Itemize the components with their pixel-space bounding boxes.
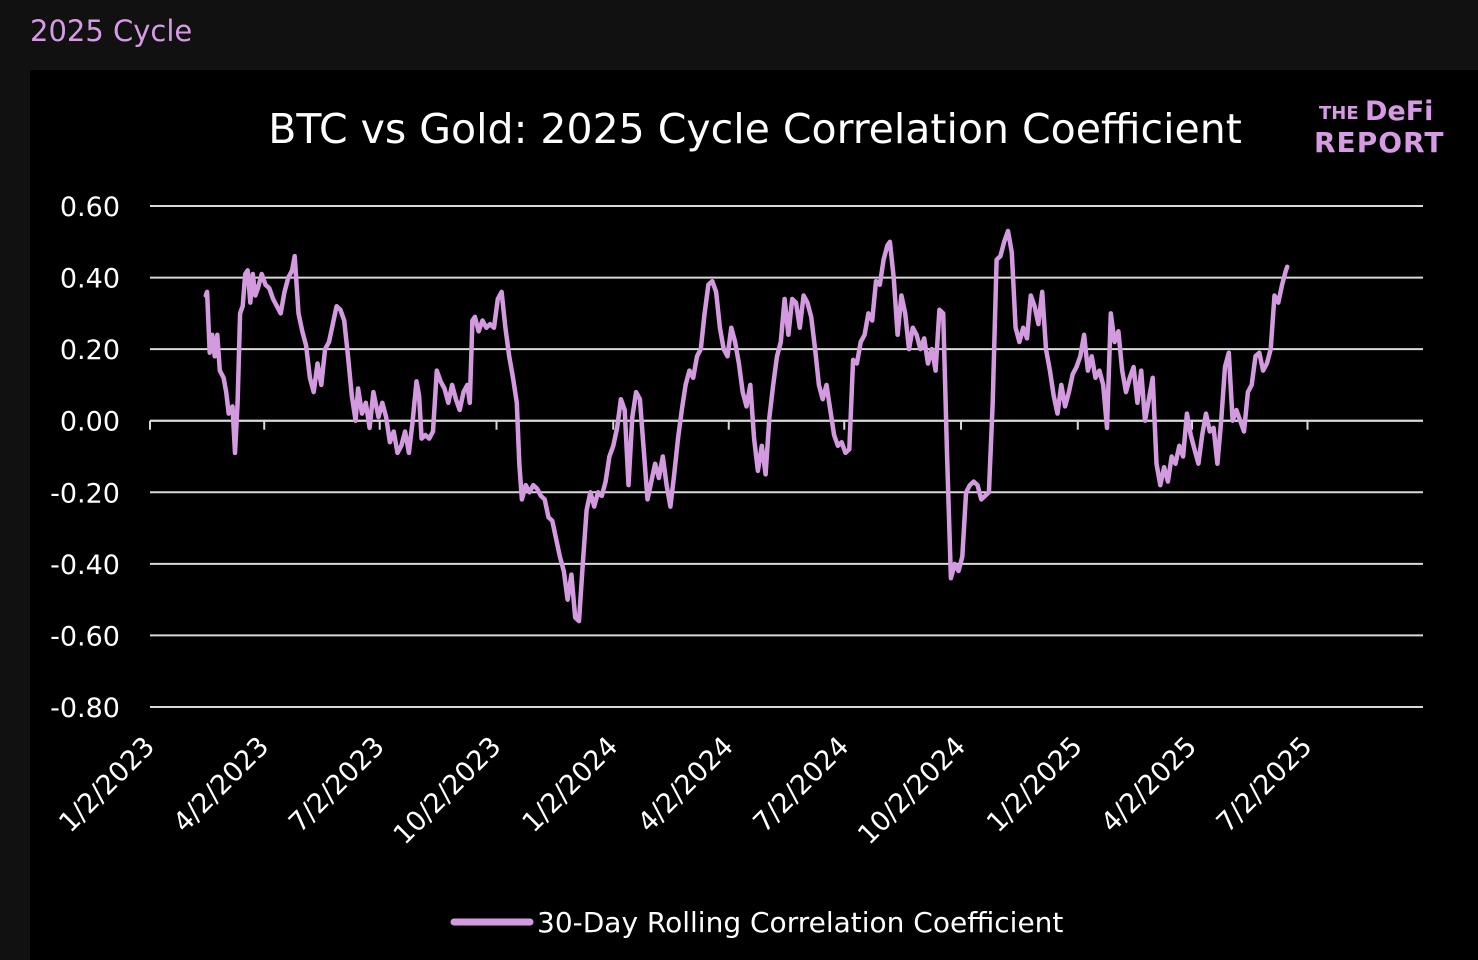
y-tick-label: 0.20 (60, 335, 120, 366)
x-tick-label: 4/2/2023 (168, 731, 276, 839)
x-axis (149, 419, 1423, 430)
series-line (203, 228, 1290, 624)
x-tick-label: 4/2/2024 (632, 731, 740, 839)
x-tick-label: 1/2/2025 (981, 731, 1089, 839)
x-tick-label: 1/2/2024 (517, 731, 625, 839)
x-tick-label: 7/2/2024 (748, 731, 856, 839)
brand-logo: THE DeFi REPORT (1313, 97, 1453, 159)
x-tick-label: 4/2/2025 (1095, 731, 1203, 839)
x-tick-label: 7/2/2025 (1211, 731, 1319, 839)
gridlines (150, 205, 1423, 708)
brand-logo-report: REPORT (1314, 126, 1445, 159)
series-layer (203, 228, 1290, 624)
chart-title: BTC vs Gold: 2025 Cycle Correlation Coef… (268, 105, 1242, 153)
legend: 30-Day Rolling Correlation Coefficient (450, 906, 1063, 939)
y-tick-label: 0.00 (60, 407, 120, 438)
x-tick-label: 1/2/2023 (53, 731, 161, 839)
page-header: 2025 Cycle (30, 14, 193, 48)
brand-logo-the: THE (1319, 103, 1359, 124)
chart-panel: BTC vs Gold: 2025 Cycle Correlation Coef… (30, 70, 1478, 960)
y-tick-label: -0.80 (50, 693, 120, 724)
y-tick-label: -0.60 (50, 621, 120, 652)
brand-logo-defi: DeFi (1365, 96, 1434, 127)
legend-label: 30-Day Rolling Correlation Coefficient (537, 906, 1063, 939)
x-tick-label: 7/2/2023 (283, 731, 391, 839)
y-axis-tick-labels: 0.60 0.40 0.20 0.00 -0.20 -0.40 -0.60 -0.80 (50, 192, 120, 724)
x-tick-label: 10/2/2024 (852, 731, 972, 851)
y-tick-label: -0.20 (50, 478, 120, 509)
y-tick-label: -0.40 (50, 550, 120, 581)
y-tick-label: 0.40 (60, 264, 120, 295)
y-tick-label: 0.60 (60, 192, 120, 223)
chart: BTC vs Gold: 2025 Cycle Correlation Coef… (50, 105, 1423, 939)
x-tick-label: 10/2/2023 (388, 731, 508, 851)
